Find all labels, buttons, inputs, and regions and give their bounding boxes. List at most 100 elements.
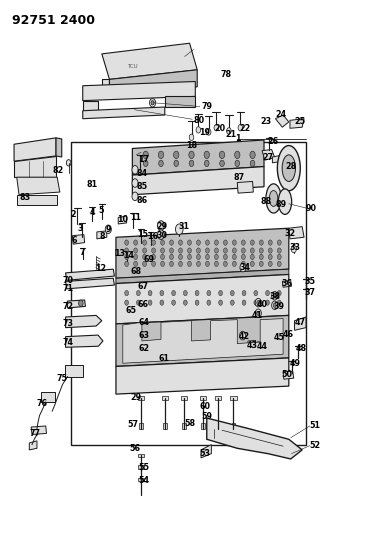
Text: 27: 27 [262, 153, 273, 162]
Text: 31: 31 [178, 222, 189, 231]
Circle shape [241, 248, 245, 253]
Circle shape [134, 240, 137, 245]
Polygon shape [262, 150, 275, 160]
Circle shape [250, 160, 255, 166]
Text: 70: 70 [62, 276, 74, 285]
Circle shape [132, 165, 138, 174]
Text: 29: 29 [156, 222, 167, 231]
Text: 50: 50 [281, 370, 292, 379]
Text: 18: 18 [187, 141, 198, 150]
Polygon shape [289, 227, 304, 239]
Polygon shape [116, 248, 123, 256]
Circle shape [151, 101, 154, 105]
Text: 8: 8 [99, 232, 105, 241]
Circle shape [291, 245, 296, 253]
Text: 37: 37 [305, 287, 316, 296]
Circle shape [277, 261, 281, 266]
Text: 13: 13 [115, 249, 125, 259]
Circle shape [205, 160, 209, 166]
Circle shape [206, 129, 211, 135]
Circle shape [272, 292, 278, 300]
Circle shape [132, 192, 138, 200]
Text: 46: 46 [282, 329, 293, 338]
Polygon shape [83, 101, 98, 111]
Text: 22: 22 [239, 124, 250, 133]
Polygon shape [295, 317, 306, 330]
Text: 49: 49 [290, 359, 301, 368]
Bar [163, 423, 167, 429]
Bar [182, 423, 186, 429]
Circle shape [125, 290, 129, 296]
Text: 86: 86 [136, 196, 147, 205]
Polygon shape [56, 138, 62, 157]
Circle shape [219, 151, 225, 159]
Circle shape [143, 240, 146, 245]
Circle shape [178, 261, 182, 266]
Text: 90: 90 [306, 204, 317, 213]
Text: 39: 39 [273, 302, 285, 311]
Circle shape [273, 303, 276, 308]
Circle shape [148, 300, 152, 305]
Circle shape [196, 127, 201, 133]
Circle shape [259, 248, 263, 253]
Text: 17: 17 [138, 155, 149, 164]
Circle shape [160, 290, 164, 296]
Circle shape [125, 240, 129, 245]
Polygon shape [290, 119, 304, 128]
Polygon shape [275, 115, 289, 127]
Text: 73: 73 [62, 319, 74, 328]
Circle shape [242, 300, 246, 305]
Polygon shape [257, 342, 266, 348]
Circle shape [214, 248, 218, 253]
Circle shape [220, 160, 224, 166]
Text: 56: 56 [130, 444, 141, 453]
Circle shape [160, 240, 164, 245]
Bar [162, 396, 168, 400]
Circle shape [206, 254, 210, 260]
Polygon shape [65, 269, 115, 280]
Polygon shape [118, 216, 127, 224]
Text: 35: 35 [305, 277, 316, 286]
Text: 32: 32 [285, 229, 296, 238]
Circle shape [174, 160, 178, 166]
Ellipse shape [282, 155, 296, 181]
Bar [181, 396, 187, 400]
Circle shape [183, 290, 187, 296]
Circle shape [240, 332, 246, 340]
Polygon shape [29, 441, 37, 450]
Polygon shape [207, 418, 302, 459]
Circle shape [188, 240, 192, 245]
Circle shape [214, 125, 219, 131]
Circle shape [170, 248, 173, 253]
Circle shape [257, 311, 260, 316]
Text: 33: 33 [290, 244, 301, 253]
Text: 12: 12 [95, 264, 106, 272]
Circle shape [255, 298, 261, 307]
Text: 24: 24 [275, 110, 286, 119]
Circle shape [125, 300, 129, 305]
Circle shape [149, 99, 155, 107]
Text: 26: 26 [268, 137, 279, 146]
Circle shape [195, 290, 199, 296]
Circle shape [250, 248, 254, 253]
Text: 67: 67 [137, 281, 148, 290]
Circle shape [259, 254, 263, 260]
Circle shape [183, 300, 187, 305]
Circle shape [159, 160, 163, 166]
Text: 21: 21 [226, 130, 237, 139]
Text: 63: 63 [138, 331, 149, 340]
Circle shape [232, 254, 236, 260]
Text: 71: 71 [62, 284, 74, 293]
Circle shape [152, 240, 155, 245]
Text: 65: 65 [126, 305, 136, 314]
Text: TCU: TCU [127, 64, 137, 69]
Circle shape [196, 248, 200, 253]
Circle shape [254, 300, 258, 305]
Circle shape [219, 290, 223, 296]
Circle shape [195, 300, 199, 305]
Circle shape [189, 151, 194, 159]
Circle shape [268, 240, 272, 245]
Circle shape [207, 300, 211, 305]
Circle shape [214, 261, 218, 266]
Polygon shape [116, 316, 289, 367]
